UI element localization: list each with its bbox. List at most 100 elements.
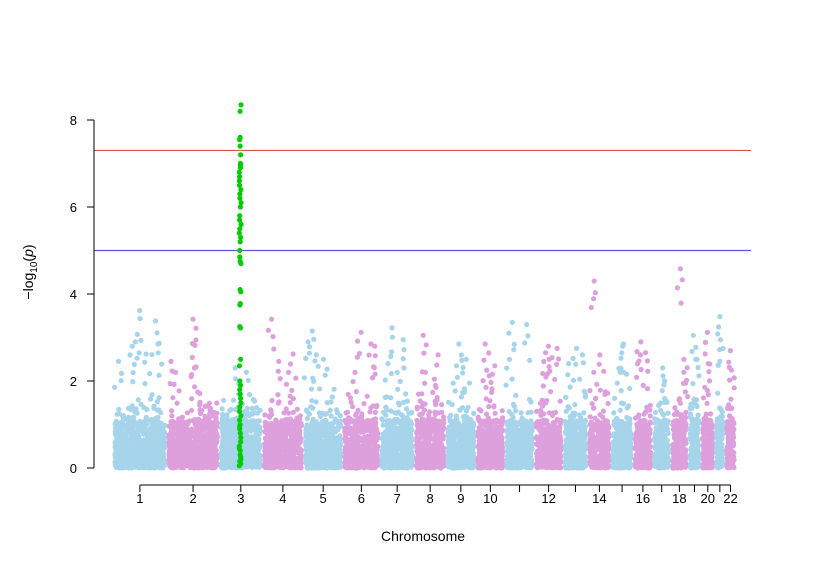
snp-point bbox=[433, 401, 439, 408]
snp-point bbox=[149, 352, 155, 358]
snp-point bbox=[372, 371, 378, 377]
snp-point bbox=[273, 431, 279, 437]
snp-point bbox=[403, 391, 409, 397]
snp-point bbox=[116, 428, 122, 434]
snp-point bbox=[228, 464, 234, 470]
snp-peak-point bbox=[115, 358, 122, 364]
snp-point bbox=[142, 359, 148, 365]
snp-point bbox=[214, 438, 220, 444]
snp-point bbox=[278, 420, 284, 426]
snp-point bbox=[223, 465, 229, 471]
snp-point bbox=[263, 454, 269, 460]
snp-point bbox=[304, 416, 310, 422]
snp-point bbox=[178, 463, 184, 469]
snp-point bbox=[400, 356, 406, 362]
snp-point bbox=[123, 432, 129, 438]
snp-point bbox=[265, 432, 271, 438]
snp-point bbox=[253, 430, 259, 436]
snp-point bbox=[384, 394, 390, 400]
snp-point bbox=[176, 388, 182, 394]
snp-point bbox=[125, 464, 131, 470]
snp-point bbox=[175, 422, 182, 428]
snp-point bbox=[432, 409, 438, 415]
snp-point bbox=[221, 438, 227, 444]
snp-point bbox=[137, 418, 143, 424]
snp-point bbox=[149, 430, 156, 437]
snp-point bbox=[201, 452, 207, 459]
snp-point bbox=[268, 407, 274, 413]
snp-point bbox=[382, 440, 388, 446]
snp-point bbox=[328, 413, 334, 419]
snp-point bbox=[277, 437, 283, 444]
snp-point bbox=[125, 460, 131, 466]
snp-point bbox=[219, 450, 225, 456]
snp-point bbox=[303, 430, 310, 436]
snp-point bbox=[309, 460, 315, 466]
snp-point bbox=[138, 401, 144, 407]
snp-point bbox=[388, 464, 394, 470]
snp-point bbox=[178, 435, 185, 441]
snp-point bbox=[190, 417, 196, 423]
snp-point bbox=[388, 353, 394, 360]
snp-peak-point bbox=[309, 328, 315, 334]
snp-point bbox=[434, 394, 440, 401]
snp-point bbox=[244, 410, 250, 416]
snp-point bbox=[346, 454, 352, 460]
snp-point bbox=[192, 431, 198, 437]
snp-point bbox=[248, 459, 254, 465]
snp-point bbox=[427, 409, 433, 415]
snp-point bbox=[151, 403, 157, 409]
snp-point bbox=[289, 387, 295, 393]
snp-point bbox=[135, 445, 141, 451]
snp-point bbox=[113, 418, 119, 424]
snp-point bbox=[214, 420, 220, 426]
snp-peak-point bbox=[394, 369, 400, 375]
snp-point bbox=[402, 437, 408, 443]
snp-point bbox=[130, 370, 136, 376]
snp-point bbox=[113, 431, 119, 437]
snp-point bbox=[282, 427, 288, 433]
snp-point bbox=[277, 424, 283, 430]
snp-point bbox=[292, 420, 298, 426]
snp-point bbox=[206, 457, 212, 463]
snp-point bbox=[306, 350, 312, 356]
snp-point bbox=[182, 429, 189, 435]
snp-point bbox=[318, 464, 324, 470]
snp-point bbox=[262, 419, 268, 425]
snp-point bbox=[363, 421, 369, 427]
snp-point bbox=[195, 389, 201, 395]
snp-point bbox=[130, 430, 136, 436]
snp-point bbox=[311, 336, 317, 342]
snp-point bbox=[394, 439, 400, 445]
snp-point bbox=[406, 462, 412, 468]
snp-point bbox=[206, 400, 212, 406]
snp-point bbox=[155, 457, 161, 463]
snp-point bbox=[398, 423, 404, 429]
snp-point bbox=[317, 386, 323, 392]
snp-peak-point bbox=[173, 369, 179, 375]
snp-point bbox=[350, 464, 356, 470]
snp-point bbox=[287, 400, 293, 406]
snp-point bbox=[381, 455, 387, 461]
snp-point bbox=[408, 452, 414, 458]
snp-point bbox=[116, 447, 122, 453]
snp-point bbox=[149, 450, 155, 456]
snp-point bbox=[383, 404, 389, 411]
snp-point bbox=[135, 397, 141, 403]
snp-point bbox=[183, 419, 189, 425]
snp-point bbox=[159, 446, 165, 452]
snp-point bbox=[143, 421, 150, 428]
snp-point bbox=[328, 432, 334, 438]
snp-point bbox=[147, 371, 153, 377]
snp-point bbox=[180, 450, 186, 456]
snp-point bbox=[387, 420, 393, 426]
snp-point bbox=[380, 417, 386, 423]
snp-point bbox=[309, 398, 315, 404]
snp-point bbox=[323, 419, 329, 425]
snp-point bbox=[121, 462, 127, 468]
chromosome-4-points bbox=[261, 316, 305, 471]
chromosome-6-points bbox=[342, 329, 381, 471]
snp-point bbox=[160, 465, 166, 471]
snp-point bbox=[287, 393, 293, 399]
snp-point bbox=[316, 453, 322, 459]
